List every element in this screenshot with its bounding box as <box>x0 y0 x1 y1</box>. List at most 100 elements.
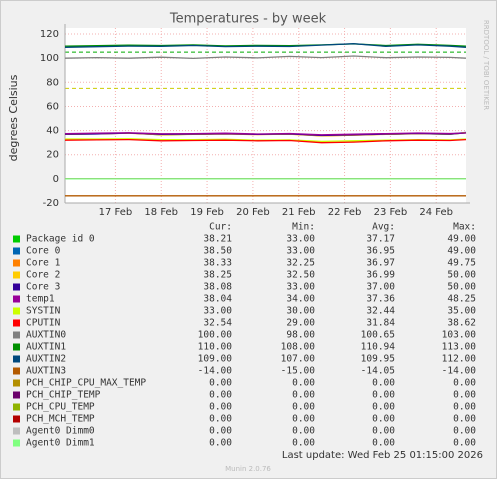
legend-value: 32.44 <box>366 306 395 317</box>
legend-value: 0.00 <box>292 402 315 413</box>
legend-value: 38.25 <box>203 270 232 281</box>
legend-value: 48.25 <box>447 294 476 305</box>
legend-label: AUXTIN3 <box>26 366 66 377</box>
legend-value: 0.00 <box>372 378 395 389</box>
x-tick-label: 21 Feb <box>282 207 316 218</box>
series-line <box>64 138 467 144</box>
legend-header: Max: <box>453 222 476 233</box>
legend-swatch <box>13 259 20 267</box>
legend-value: 110.94 <box>361 342 396 353</box>
legend-label: Core 3 <box>26 282 60 293</box>
legend-label: temp1 <box>26 294 55 305</box>
legend-value: 50.00 <box>447 270 476 281</box>
legend-value: 33.00 <box>286 282 315 293</box>
legend-value: 38.04 <box>203 294 232 305</box>
plot-area <box>65 28 466 203</box>
legend-value: 36.95 <box>366 246 395 257</box>
legend-value: 31.84 <box>366 318 395 329</box>
legend-label: Core 0 <box>26 246 61 257</box>
legend-value: 38.21 <box>203 234 232 245</box>
legend-label: PCH_CHIP_CPU_MAX_TEMP <box>26 378 146 389</box>
legend-value: 30.00 <box>286 306 315 317</box>
legend-swatch <box>13 355 20 363</box>
legend-value: 49.00 <box>447 246 476 257</box>
legend-value: 49.75 <box>447 258 476 269</box>
legend-value: 36.97 <box>366 258 395 269</box>
legend-value: 0.00 <box>209 402 232 413</box>
legend-value: -14.05 <box>361 366 395 377</box>
legend-value: 38.08 <box>203 282 232 293</box>
footer: Last update: Wed Feb 25 01:15:00 2026 <box>282 450 483 461</box>
legend-swatch <box>13 379 20 387</box>
x-tick-label: 19 Feb <box>190 207 224 218</box>
legend-value: 0.00 <box>292 426 315 437</box>
side-label: RRDTOOL / TOBI OETIKER <box>482 20 490 110</box>
legend-value: 103.00 <box>442 330 477 341</box>
legend-label: AUXTIN2 <box>26 354 66 365</box>
legend-swatch <box>13 439 20 447</box>
y-tick-label: 20 <box>46 150 59 161</box>
legend-swatch <box>13 235 20 243</box>
legend-label: AUXTIN0 <box>26 330 66 341</box>
y-axis-label: degrees Celsius <box>7 74 20 161</box>
legend-value: 33.00 <box>286 234 315 245</box>
legend-label: Agent0 Dimm1 <box>26 438 95 449</box>
legend-value: -15.00 <box>281 366 316 377</box>
legend-value: 0.00 <box>453 426 476 437</box>
legend-value: 33.00 <box>203 306 232 317</box>
legend-value: 0.00 <box>453 390 476 401</box>
legend-value: 32.54 <box>203 318 232 329</box>
y-tick-label: 100 <box>40 53 59 64</box>
legend-value: 29.00 <box>286 318 315 329</box>
legend-value: 0.00 <box>372 438 395 449</box>
legend-value: 38.33 <box>203 258 232 269</box>
series-line <box>64 132 467 136</box>
legend-value: 0.00 <box>209 414 232 425</box>
legend-value: 100.65 <box>361 330 395 341</box>
y-tick-label: 80 <box>46 77 59 88</box>
legend-value: 100.00 <box>198 330 233 341</box>
legend-swatch <box>13 295 20 303</box>
y-tick-label: -20 <box>43 198 59 209</box>
legend-value: 0.00 <box>209 426 232 437</box>
legend-label: PCH_MCH_TEMP <box>26 414 95 425</box>
legend-value: 38.62 <box>447 318 476 329</box>
legend-value: 0.00 <box>372 426 395 437</box>
legend-value: 0.00 <box>292 414 315 425</box>
x-tick-label: 20 Feb <box>236 207 270 218</box>
version: Munin 2.0.76 <box>225 465 271 473</box>
legend-value: -14.00 <box>198 366 233 377</box>
legend-header: Avg: <box>372 222 395 233</box>
legend-value: 109.00 <box>198 354 233 365</box>
legend-value: 36.99 <box>366 270 395 281</box>
legend-swatch <box>13 427 20 435</box>
legend-value: 38.50 <box>203 246 232 257</box>
x-tick-label: 24 Feb <box>419 207 453 218</box>
y-tick-label: 120 <box>40 29 59 40</box>
legend-value: 50.00 <box>447 282 476 293</box>
legend-label: AUXTIN1 <box>26 342 66 353</box>
legend-value: 0.00 <box>453 414 476 425</box>
legend-value: 0.00 <box>292 390 315 401</box>
legend-swatch <box>13 403 20 411</box>
legend-swatch <box>13 343 20 351</box>
legend-value: 49.00 <box>447 234 476 245</box>
legend-swatch <box>13 391 20 399</box>
y-tick-label: 60 <box>46 101 59 112</box>
legend-label: Agent0 Dimm0 <box>26 426 95 437</box>
legend-value: 0.00 <box>453 438 476 449</box>
legend-value: 37.17 <box>366 234 395 245</box>
x-tick-label: 22 Feb <box>328 207 362 218</box>
legend-label: Package id 0 <box>26 234 95 245</box>
legend-swatch <box>13 247 20 255</box>
legend-label: Core 2 <box>26 270 60 281</box>
legend-label: PCH_CHIP_TEMP <box>26 390 101 401</box>
chart-title: Temperatures - by week <box>169 12 327 27</box>
legend-label: SYSTIN <box>26 306 61 317</box>
legend-header: Min: <box>292 222 315 233</box>
legend-value: 0.00 <box>209 390 232 401</box>
legend-value: 32.50 <box>286 270 315 281</box>
legend-value: 0.00 <box>292 378 315 389</box>
